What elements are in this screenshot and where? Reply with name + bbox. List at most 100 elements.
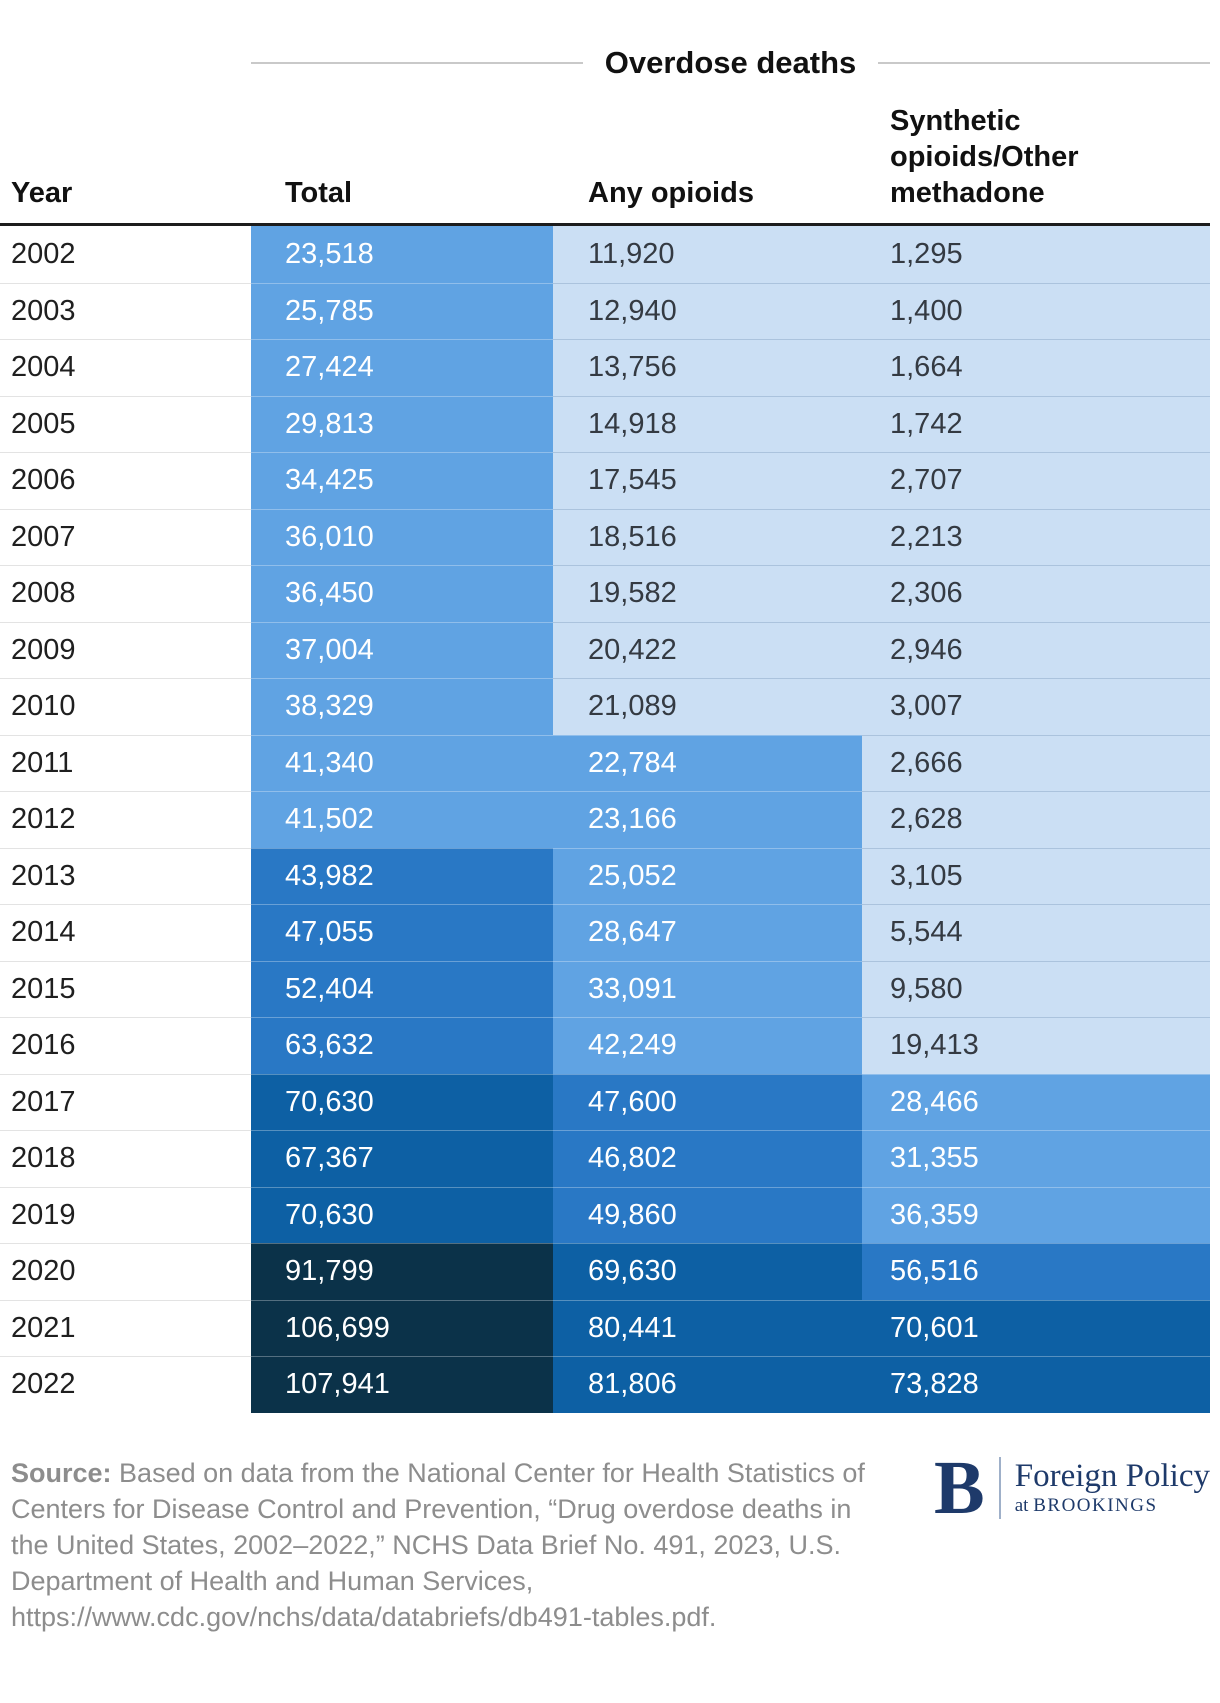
year-cell: 2013 bbox=[0, 847, 251, 905]
synthetic-cell: 2,628 bbox=[862, 791, 1210, 848]
table-row: 2016 63,632 42,249 19,413 bbox=[0, 1017, 1210, 1074]
any-opioids-cell: 42,249 bbox=[553, 1017, 862, 1074]
year-cell: 2018 bbox=[0, 1130, 251, 1187]
synthetic-cell: 28,466 bbox=[862, 1073, 1210, 1130]
synthetic-cell: 1,742 bbox=[862, 395, 1210, 452]
any-opioids-cell: 11,920 bbox=[553, 226, 862, 283]
synthetic-cell: 3,105 bbox=[862, 847, 1210, 904]
table-row: 2015 52,404 33,091 9,580 bbox=[0, 960, 1210, 1018]
total-cell: 106,699 bbox=[251, 1299, 553, 1356]
year-cell: 2015 bbox=[0, 960, 251, 1018]
table-row: 2004 27,424 13,756 1,664 bbox=[0, 339, 1210, 396]
any-opioids-cell: 13,756 bbox=[553, 339, 862, 396]
any-opioids-cell: 49,860 bbox=[553, 1186, 862, 1243]
source-note: Source: Based on data from the National … bbox=[11, 1455, 891, 1635]
total-cell: 52,404 bbox=[251, 960, 553, 1017]
total-cell: 34,425 bbox=[251, 452, 553, 509]
synthetic-cell: 2,666 bbox=[862, 734, 1210, 791]
total-cell: 23,518 bbox=[251, 226, 553, 283]
table-row: 2006 34,425 17,545 2,707 bbox=[0, 452, 1210, 509]
table-row: 2014 47,055 28,647 5,544 bbox=[0, 904, 1210, 961]
table-row: 2011 41,340 22,784 2,666 bbox=[0, 734, 1210, 791]
any-opioids-cell: 21,089 bbox=[553, 678, 862, 735]
column-header-synthetic: Synthetic opioids/Other methadone bbox=[890, 105, 1079, 209]
year-cell: 2005 bbox=[0, 395, 251, 453]
table-row: 2009 37,004 20,422 2,946 bbox=[0, 621, 1210, 679]
any-opioids-cell: 17,545 bbox=[553, 452, 862, 509]
total-cell: 38,329 bbox=[251, 678, 553, 735]
table-body: 2002 23,518 11,920 1,295 2003 25,785 12,940 1,4… bbox=[0, 226, 1210, 1413]
total-cell: 41,340 bbox=[251, 734, 553, 791]
any-opioids-cell: 28,647 bbox=[553, 904, 862, 961]
table-row: 2002 23,518 11,920 1,295 bbox=[0, 226, 1210, 283]
any-opioids-cell: 46,802 bbox=[553, 1130, 862, 1187]
column-header-total: Total bbox=[285, 177, 353, 209]
synthetic-cell: 2,306 bbox=[862, 565, 1210, 622]
logo-text: Foreign Policy at BROOKINGS bbox=[1015, 1458, 1210, 1518]
any-opioids-cell: 25,052 bbox=[553, 847, 862, 904]
any-opioids-cell: 80,441 bbox=[553, 1299, 862, 1356]
year-cell: 2008 bbox=[0, 565, 251, 622]
synthetic-cell: 2,707 bbox=[862, 452, 1210, 509]
any-opioids-cell: 69,630 bbox=[553, 1243, 862, 1300]
year-cell: 2019 bbox=[0, 1186, 251, 1244]
table-row: 2021 106,699 80,441 70,601 bbox=[0, 1299, 1210, 1356]
any-opioids-cell: 81,806 bbox=[553, 1356, 862, 1413]
total-cell: 107,941 bbox=[251, 1356, 553, 1413]
synthetic-cell: 1,400 bbox=[862, 282, 1210, 339]
table-row: 2022 107,941 81,806 73,828 bbox=[0, 1356, 1210, 1413]
table-row: 2010 38,329 21,089 3,007 bbox=[0, 678, 1210, 735]
year-cell: 2003 bbox=[0, 282, 251, 340]
synthetic-cell: 70,601 bbox=[862, 1299, 1210, 1356]
year-cell: 2002 bbox=[11, 237, 76, 270]
synthetic-cell: 73,828 bbox=[862, 1356, 1210, 1413]
year-cell: 2010 bbox=[0, 678, 251, 735]
any-opioids-cell: 18,516 bbox=[553, 508, 862, 565]
chart-title-row: Overdose deaths bbox=[251, 45, 1211, 81]
total-cell: 47,055 bbox=[251, 904, 553, 961]
any-opioids-cell: 23,166 bbox=[553, 791, 862, 848]
total-cell: 27,424 bbox=[251, 339, 553, 396]
table-row: 2018 67,367 46,802 31,355 bbox=[0, 1130, 1210, 1187]
total-cell: 91,799 bbox=[251, 1243, 553, 1300]
year-cell: 2014 bbox=[0, 904, 251, 961]
year-cell: 2016 bbox=[0, 1017, 251, 1074]
table-row: 2020 91,799 69,630 56,516 bbox=[0, 1243, 1210, 1300]
table-row: 2005 29,813 14,918 1,742 bbox=[0, 395, 1210, 453]
synthetic-cell: 31,355 bbox=[862, 1130, 1210, 1187]
brookings-b-logo-icon: B bbox=[934, 1445, 985, 1530]
table-row: 2017 70,630 47,600 28,466 bbox=[0, 1073, 1210, 1131]
year-cell: 2017 bbox=[0, 1073, 251, 1131]
total-cell: 70,630 bbox=[251, 1073, 553, 1130]
year-cell: 2004 bbox=[0, 339, 251, 396]
any-opioids-cell: 33,091 bbox=[553, 960, 862, 1017]
synthetic-cell: 9,580 bbox=[862, 960, 1210, 1017]
year-cell: 2020 bbox=[0, 1243, 251, 1300]
any-opioids-cell: 14,918 bbox=[553, 395, 862, 452]
header-divider-rule bbox=[0, 223, 1210, 226]
title-rule-right bbox=[878, 62, 1211, 64]
total-cell: 25,785 bbox=[251, 282, 553, 339]
year-cell: 2009 bbox=[0, 621, 251, 679]
column-header-any-opioids: Any opioids bbox=[588, 177, 754, 209]
year-cell: 2006 bbox=[0, 452, 251, 509]
logo-subtitle: at BROOKINGS bbox=[1014, 1494, 1158, 1516]
page-title: Overdose deaths bbox=[604, 45, 857, 80]
any-opioids-cell: 47,600 bbox=[553, 1073, 862, 1130]
logo-divider bbox=[998, 1456, 1001, 1519]
year-cell: 2012 bbox=[0, 791, 251, 848]
table-row: 2008 36,450 19,582 2,306 bbox=[0, 565, 1210, 622]
any-opioids-cell: 20,422 bbox=[553, 621, 862, 678]
total-cell: 67,367 bbox=[251, 1130, 553, 1187]
table-row: 2019 70,630 49,860 36,359 bbox=[0, 1186, 1210, 1244]
source-text: Based on data from the National Center f… bbox=[11, 1457, 865, 1632]
total-cell: 63,632 bbox=[251, 1017, 553, 1074]
total-cell: 37,004 bbox=[251, 621, 553, 678]
table-row: 2003 25,785 12,940 1,400 bbox=[0, 282, 1210, 340]
synthetic-cell: 2,946 bbox=[862, 621, 1210, 678]
year-cell: 2022 bbox=[0, 1356, 251, 1413]
column-header-year: Year bbox=[11, 177, 73, 209]
synthetic-cell: 36,359 bbox=[862, 1186, 1210, 1243]
title-rule-left bbox=[251, 62, 583, 64]
table-row: 2012 41,502 23,166 2,628 bbox=[0, 791, 1210, 848]
